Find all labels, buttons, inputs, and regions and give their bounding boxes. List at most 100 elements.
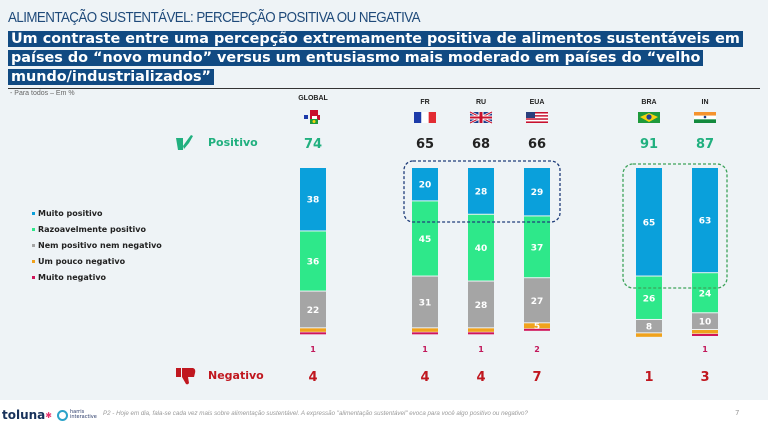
bar-segment-muito-positivo — [412, 168, 438, 201]
segment-label: 31 — [419, 298, 432, 308]
bar-segment-muito-positivo — [468, 168, 494, 214]
new-world-highlight-box — [622, 163, 728, 289]
bar-segment-razoavelmente-positivo — [636, 276, 662, 319]
page-number: 7 — [735, 409, 740, 417]
segment-label: 20 — [419, 181, 432, 191]
muito-negativo-label: 2 — [534, 345, 540, 354]
negative-total-ru: 4 — [476, 370, 485, 385]
negative-total-fr: 4 — [420, 370, 429, 385]
segment-label: 8 — [646, 323, 652, 333]
bar-segment-muito-positivo — [300, 168, 326, 231]
harris-ring-icon — [56, 409, 68, 421]
footer-area — [0, 400, 768, 430]
bar-segment-um-pouco-negativo — [636, 333, 662, 337]
bar-segment-nem-positivo-nem-negativo — [636, 319, 662, 333]
category-label-eua: EUA — [530, 99, 545, 106]
stacked-bar-chart: GLOBAL7443836221FR6542045311RU6842840281… — [298, 95, 728, 385]
legend-swatch — [32, 227, 35, 231]
thumbs-up-check-icon — [176, 135, 193, 150]
base-note: - Para todos – Em % — [10, 90, 75, 97]
brazil-flag-icon — [638, 112, 660, 123]
segment-label: 36 — [307, 258, 320, 268]
category-label-bra: BRA — [641, 99, 656, 106]
muito-negativo-label: 1 — [422, 345, 428, 354]
usa-flag-icon — [526, 112, 548, 123]
legend-item: Muito negativo — [32, 269, 162, 285]
bar-segment-muito-negativo — [468, 332, 494, 335]
segment-label: 63 — [699, 217, 712, 227]
category-label-ru: RU — [476, 99, 486, 106]
bar-segment-razoavelmente-positivo — [412, 201, 438, 276]
segment-label: 24 — [699, 289, 712, 299]
positive-total-bra: 91 — [640, 137, 658, 152]
legend-swatch — [32, 243, 35, 247]
question-footnote: P2 - Hoje em dia, fala-se cada vez mais … — [103, 410, 528, 417]
bar-segment-muito-positivo — [692, 168, 718, 273]
bar-segment-um-pouco-negativo — [692, 329, 718, 334]
bar-segment-nem-positivo-nem-negativo — [412, 276, 438, 328]
legend-swatch — [32, 211, 35, 215]
bar-segment-nem-positivo-nem-negativo — [300, 291, 326, 328]
positive-total-fr: 65 — [416, 137, 434, 152]
legend-item: Razoavelmente positivo — [32, 221, 162, 237]
global-flags-icon — [304, 110, 320, 124]
harris-line1: harris — [69, 409, 85, 415]
positive-total-eua: 66 — [528, 137, 546, 152]
bar-segment-um-pouco-negativo — [524, 323, 550, 329]
legend-label: Razoavelmente positivo — [38, 224, 146, 234]
brand-star-icon: ✱ — [45, 410, 52, 420]
positive-total-global: 74 — [304, 137, 322, 152]
segment-label: 38 — [307, 196, 320, 206]
france-flag-icon — [414, 112, 436, 123]
legend-swatch — [32, 275, 35, 279]
uk-flag-icon — [469, 110, 493, 125]
segment-label: 22 — [307, 306, 320, 316]
thumbs-down-icon — [176, 368, 196, 385]
bar-segment-muito-negativo — [300, 332, 326, 335]
legend-item: Um pouco negativo — [32, 253, 162, 269]
legend-item: Muito positivo — [32, 205, 162, 221]
negative-total-in: 3 — [700, 370, 709, 385]
title-divider — [8, 88, 760, 89]
segment-label: 26 — [643, 294, 656, 304]
negative-label: Negativo — [208, 369, 264, 382]
legend-label: Muito positivo — [38, 208, 103, 218]
positive-total-ru: 68 — [472, 137, 490, 152]
harris-logo: harris interactive — [56, 409, 97, 421]
category-label-in: IN — [702, 99, 709, 106]
chart-legend: Muito positivo Razoavelmente positivo Nem … — [32, 205, 162, 285]
bar-segment-razoavelmente-positivo — [468, 214, 494, 281]
segment-label: 40 — [475, 244, 488, 254]
legend-label: Muito negativo — [38, 272, 107, 282]
negative-total-global: 4 — [308, 370, 317, 385]
muito-negativo-label: 1 — [310, 345, 316, 354]
legend-label: Nem positivo nem negativo — [38, 240, 162, 250]
segment-label: 37 — [531, 243, 544, 253]
bar-segment-muito-positivo — [636, 168, 662, 276]
slide-title: ALIMENTAÇÃO SUSTENTÁVEL: PERCEPÇÃO POSIT… — [8, 10, 420, 26]
toluna-logo: toluna ✱ harris interactive — [2, 408, 97, 422]
positive-total-in: 87 — [696, 137, 714, 152]
legend-label: Um pouco negativo — [38, 256, 126, 266]
category-label-global: GLOBAL — [298, 95, 328, 102]
brand-name: toluna — [2, 408, 46, 422]
negative-total-bra: 1 — [644, 370, 653, 385]
india-flag-icon — [694, 112, 716, 123]
positive-label: Positivo — [208, 136, 258, 149]
segment-label: 5 — [534, 322, 540, 332]
segment-label: 28 — [475, 187, 488, 197]
segment-label: 45 — [419, 235, 432, 245]
segment-label: 27 — [531, 297, 544, 307]
bar-segment-razoavelmente-positivo — [692, 273, 718, 313]
segment-label: 10 — [699, 318, 712, 328]
bar-segment-muito-negativo — [692, 333, 718, 336]
bar-segment-um-pouco-negativo — [412, 328, 438, 332]
slide-subtitle: Um contraste entre uma percepção extrema… — [8, 30, 748, 87]
muito-negativo-label: 1 — [478, 345, 484, 354]
harris-text: harris interactive — [70, 410, 97, 420]
negative-total-eua: 7 — [532, 370, 541, 385]
bar-segment-nem-positivo-nem-negativo — [692, 313, 718, 329]
bar-segment-muito-negativo — [524, 328, 550, 331]
bar-segment-nem-positivo-nem-negativo — [468, 281, 494, 328]
segment-label: 29 — [531, 188, 544, 198]
